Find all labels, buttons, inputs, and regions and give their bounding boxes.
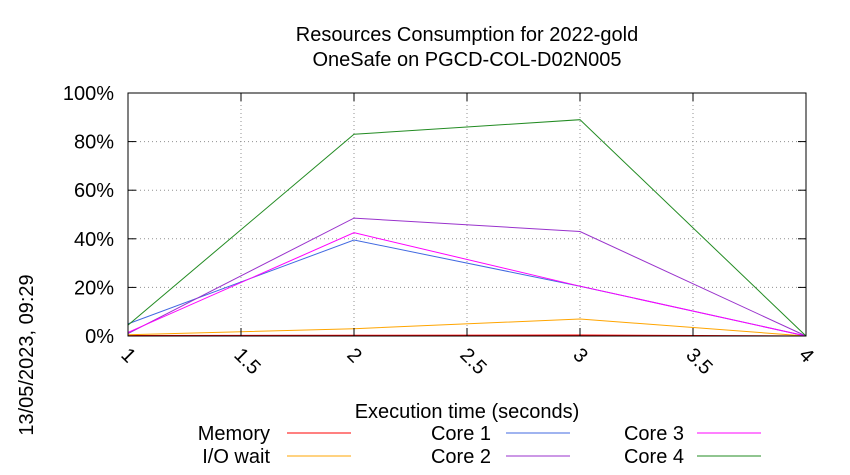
legend-label-i-o-wait: I/O wait (202, 446, 270, 468)
x-tick-label: 2.5 (455, 344, 490, 379)
legend-label-core-2: Core 2 (431, 446, 491, 468)
chart-title: Resources Consumption for 2022-gold (296, 24, 638, 46)
x-tick-label: 1.5 (229, 344, 264, 379)
x-tick-label: 3.5 (681, 344, 716, 379)
y-tick-label: 100% (63, 83, 114, 105)
x-tick-label: 2 (342, 344, 365, 367)
x-tick-label: 3 (568, 344, 591, 367)
legend-label-core-3: Core 3 (624, 423, 684, 445)
series-line-core-3 (127, 232, 807, 337)
legend-label-core-1: Core 1 (431, 423, 491, 445)
timestamp-label: 13/05/2023, 09:29 (16, 274, 38, 435)
x-axis-label: Execution time (seconds) (355, 401, 580, 423)
grid (128, 93, 806, 336)
x-tick-label: 4 (794, 344, 817, 367)
y-tick-label: 20% (74, 277, 114, 299)
legend-label-core-4: Core 4 (624, 446, 684, 468)
y-tick-label: 60% (74, 180, 114, 202)
y-tick-label: 80% (74, 132, 114, 154)
x-tick-label: 1 (116, 344, 139, 367)
series-lines (127, 119, 807, 337)
series-line-core-2 (127, 217, 807, 337)
y-tick-label: 40% (74, 229, 114, 251)
y-tick-label: 0% (85, 326, 114, 348)
series-line-core-4 (127, 119, 807, 337)
legend-label-memory: Memory (198, 423, 270, 445)
chart-subtitle: OneSafe on PGCD-COL-D02N005 (312, 49, 621, 71)
